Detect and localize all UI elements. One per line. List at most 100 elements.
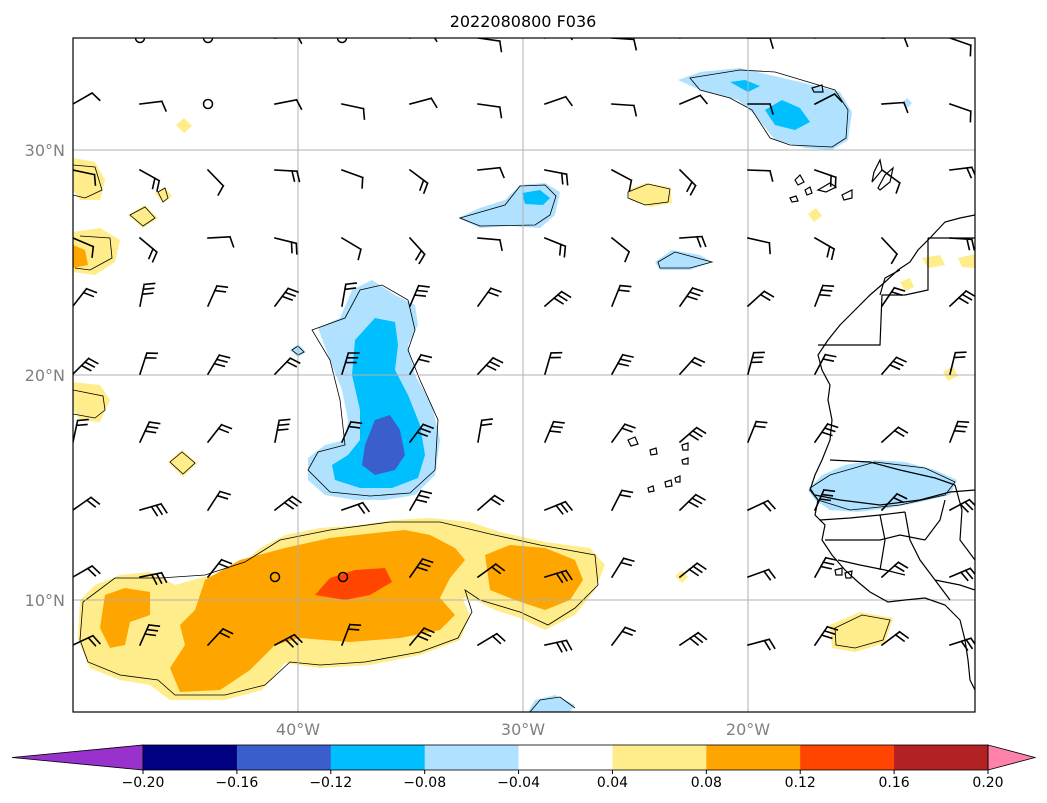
wind-barb [747,103,774,115]
colorbar-frame [142,744,989,771]
wind-barb [273,357,301,376]
wind-barb [610,353,634,376]
wind-barb [949,166,975,179]
wind-barb [747,638,776,651]
map-frame [72,37,976,713]
wind-barb [544,639,573,653]
wind-barb [610,557,635,579]
wind-barb [274,98,303,111]
wind-barb [747,38,774,49]
calm-markers [134,38,349,583]
wind-barb [610,236,631,263]
wind-barb [138,421,161,444]
wind-barb [340,420,363,444]
wind-barb [610,284,632,308]
wind-barb [678,286,704,308]
wind-barb [340,623,362,647]
wind-barb [73,169,97,186]
wind-barb [611,103,638,117]
wind-barb [949,351,967,375]
wind-barb [477,103,503,119]
anomaly-region [808,460,957,512]
wind-barb [880,561,909,579]
anomaly-region [128,205,158,228]
wind-barb [476,356,504,376]
wind-barb [678,493,706,512]
positive-anomaly-regions [73,118,975,700]
wind-barb [408,423,435,444]
anomaly-region [170,530,465,692]
wind-barb [476,632,506,647]
anomaly-region [485,545,583,610]
colorbar-bin [424,745,520,770]
wind-barb [679,235,707,248]
wind-barb [274,169,301,183]
wind-barb [813,284,835,308]
calm-circle [202,98,214,110]
wind-barb [813,556,837,579]
wind-barb [543,95,574,107]
colorbar-bin [800,745,895,770]
contour-outlines [73,69,956,712]
calm-circle [134,38,146,44]
wind-barb [73,634,102,647]
anomaly-region [73,158,105,200]
wind-barb [948,38,972,57]
wind-barb [273,287,300,308]
wind-barb [747,237,771,255]
wind-barb [274,237,298,255]
wind-barb [477,166,505,179]
colorbar-tick-label: −0.16 [215,775,258,791]
anomaly-region [522,190,550,205]
latitude-labels: 10°N 20°N 30°N [25,141,65,610]
colorbar-extend-high [987,744,1037,771]
anomaly-region [168,450,197,477]
wind-barb [949,237,975,251]
wind-barb [813,168,837,189]
wind-barb [678,426,707,444]
wind-barb [610,168,633,192]
wind-barb [206,423,233,444]
colorbar-tick-label: 0.12 [785,775,816,791]
wind-barb [408,626,435,647]
wind-barb [880,356,907,376]
lon-label: 30°W [501,720,545,739]
wind-barb [880,286,906,308]
wind-barb [746,568,777,581]
wind-barb [813,236,836,261]
wind-barb [477,237,503,252]
wind-barb [73,287,98,308]
wind-barb [139,100,168,112]
wind-barb [273,495,303,512]
wind-barb [139,502,168,517]
wind-barb [813,353,837,376]
colorbar-bin [143,745,238,770]
wind-barb [880,168,901,194]
wind-barb [476,287,502,308]
wind-barb [678,356,706,376]
anomaly-region [176,118,192,133]
wind-barb [678,94,709,106]
wind-barb [544,569,573,584]
wind-barb [746,420,768,444]
wind-barb [747,351,765,375]
wind-barb [543,500,574,515]
wind-barb [880,492,908,512]
wind-barb [206,284,229,308]
wind-barb [814,38,817,40]
wind-barb [206,354,231,376]
colorbar-bin [330,745,426,770]
wind-barb [880,236,899,265]
wind-barb [274,418,291,443]
wind-barb [138,623,161,647]
colorbar-tick-label: −0.20 [122,775,165,791]
wind-barb [341,103,366,120]
wind-barb [746,499,777,512]
colorbar-extend-low [11,744,144,771]
calm-circle [202,38,214,44]
wind-barb [73,91,101,105]
lat-label: 10°N [25,591,65,610]
wind-barb [813,92,843,106]
wind-barb [139,282,156,307]
calm-circle [337,571,349,583]
